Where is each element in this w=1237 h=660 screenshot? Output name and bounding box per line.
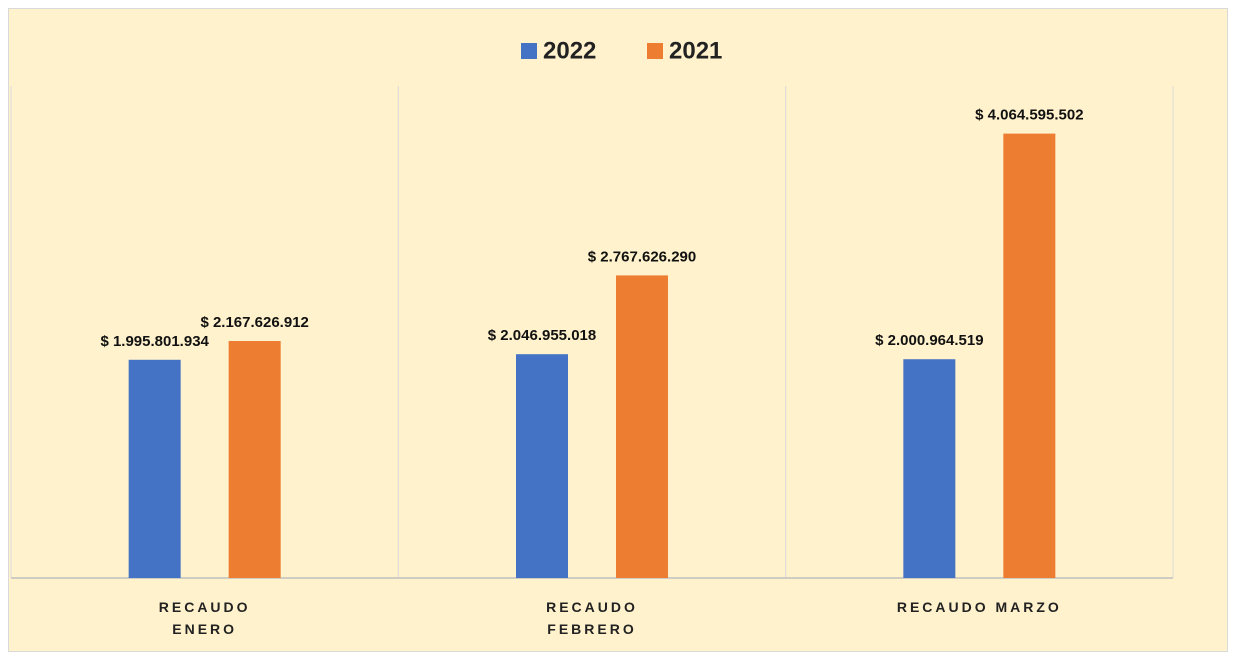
data-label: $ 2.167.626.912 xyxy=(200,314,308,331)
legend-swatch xyxy=(647,43,663,59)
legend-label: 2022 xyxy=(543,37,596,64)
x-tick-label: RECAUDO MARZO xyxy=(896,599,1062,615)
legend-swatch xyxy=(521,43,537,59)
chart-svg: 2022 2021 $ 1.995.801.934 $ 2.167.626.912 $ … xyxy=(10,37,1174,579)
x-tick-label: RECAUDO FEBRERO xyxy=(546,599,638,637)
data-label: $ 2.046.955.018 xyxy=(488,327,596,344)
bar xyxy=(516,354,568,578)
data-label: $ 1.995.801.934 xyxy=(100,333,209,350)
data-label: $ 2.000.964.519 xyxy=(875,332,983,349)
legend-label: 2021 xyxy=(669,37,722,64)
data-label: $ 2.767.626.290 xyxy=(588,248,696,265)
bar xyxy=(128,359,181,578)
bar xyxy=(616,275,668,578)
chart: 2022 2021 $ 1.995.801.934 $ 2.167.626.912 $ … xyxy=(8,8,1228,652)
data-label: $ 4.064.595.502 xyxy=(975,107,1083,124)
bar xyxy=(1003,133,1056,578)
bar xyxy=(228,341,281,578)
bar xyxy=(903,359,956,578)
x-tick-label: RECAUDO ENERO xyxy=(158,599,251,637)
